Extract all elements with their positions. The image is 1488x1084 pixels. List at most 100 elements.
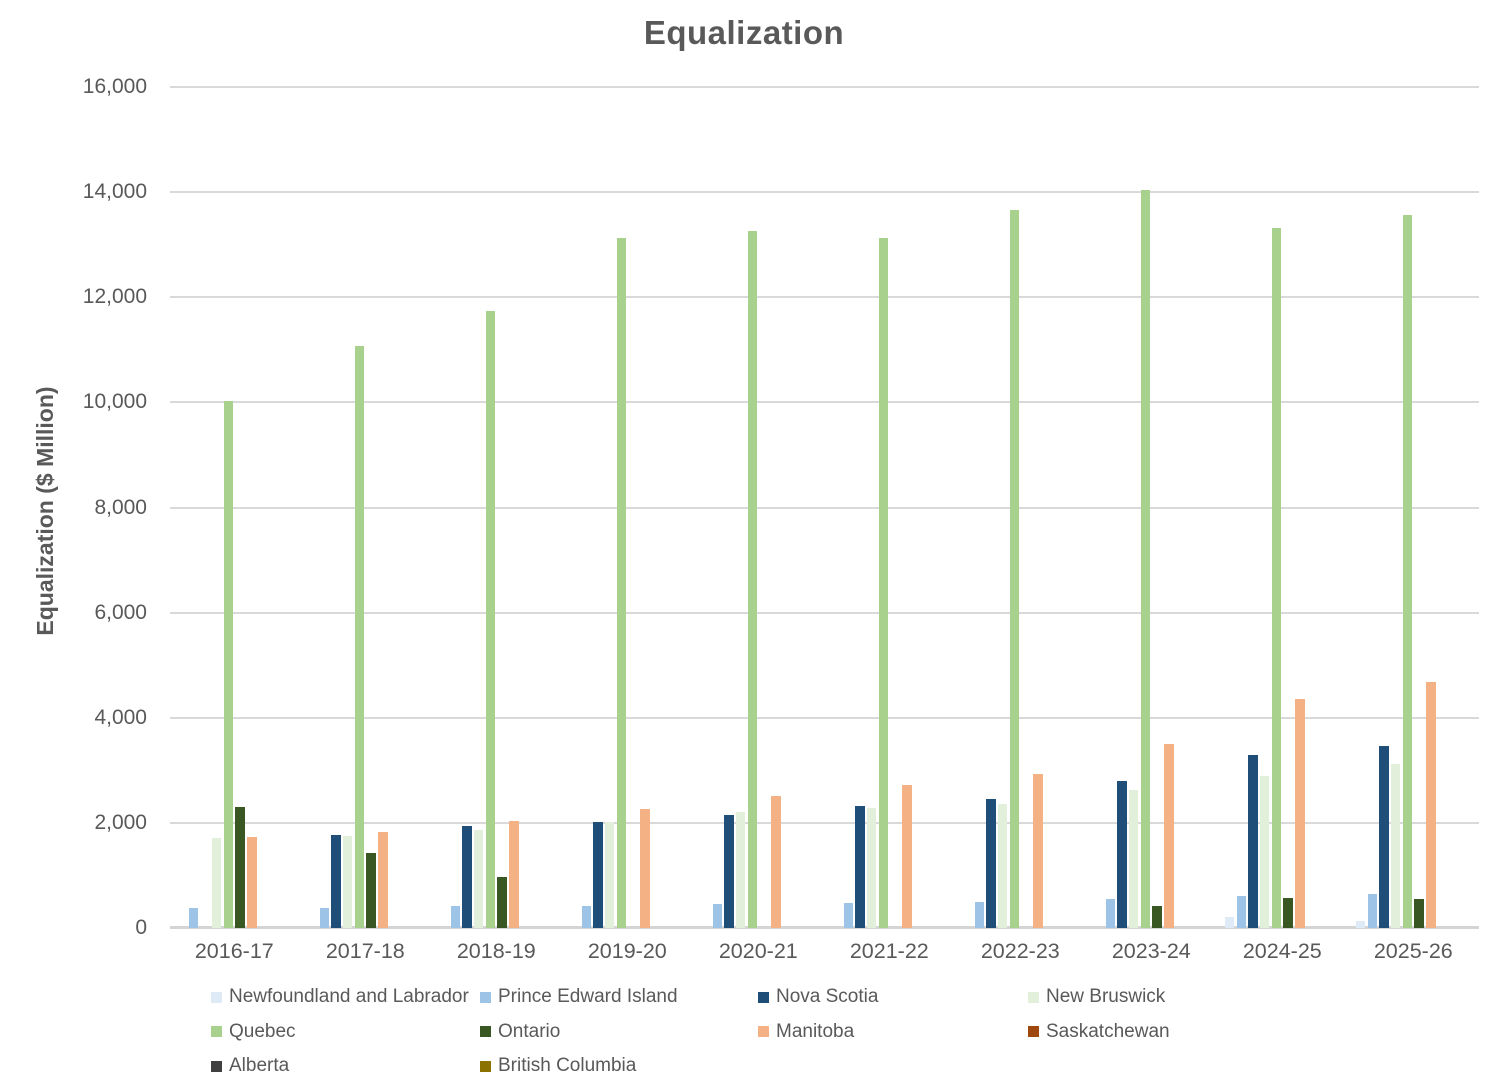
bar-new-bruswick-2020-21 [735,811,746,928]
legend-item-ontario: Ontario [480,1021,758,1043]
bar-nova-scotia-2017-18 [331,834,341,928]
bar-new-bruswick-2025-26 [1390,764,1401,928]
bar-quebec-2022-23 [1009,209,1020,928]
bar-manitoba-2017-18 [378,832,388,928]
x-tick-label-2016-17: 2016-17 [194,939,274,963]
bar-manitoba-2016-17 [247,836,257,928]
plot-area [170,86,1479,929]
bar-group-2024-25 [1224,87,1341,928]
legend-item-nova-scotia: Nova Scotia [758,986,1028,1008]
legend-label: Nova Scotia [776,986,879,1008]
bar-group-2023-24 [1093,87,1210,928]
bar-group-2020-21 [700,87,817,928]
bar-prince-edward-island-2022-23 [974,901,985,928]
legend-item-newfoundland-and-labrador: Newfoundland and Labrador [211,986,480,1008]
legend-swatch-saskatchewan [1028,1026,1039,1038]
legend-swatch-manitoba [758,1026,769,1038]
legend-label: Saskatchewan [1046,1020,1170,1042]
bar-newfoundland-and-labrador-2024-25 [1224,916,1235,928]
bar-quebec-2024-25 [1271,228,1282,928]
bar-quebec-2016-17 [223,400,234,928]
bar-manitoba-2018-19 [509,820,519,928]
gridline [170,821,1479,824]
bar-prince-edward-island-2020-21 [712,904,723,928]
x-tick-label-2017-18: 2017-18 [325,939,405,963]
bar-ontario-2025-26 [1414,899,1424,928]
bar-newfoundland-and-labrador-2025-26 [1355,921,1366,928]
bar-quebec-2021-22 [878,238,889,928]
bar-prince-edward-island-2023-24 [1105,898,1116,928]
bar-new-bruswick-2023-24 [1128,789,1139,928]
bar-manitoba-2021-22 [902,785,912,928]
bar-new-bruswick-2019-20 [604,821,615,928]
legend-swatch-newfoundland-and-labrador [211,991,222,1003]
x-tick-label-2018-19: 2018-19 [456,939,536,963]
bar-nova-scotia-2021-22 [855,806,865,928]
bar-manitoba-2025-26 [1426,682,1436,928]
x-tick-label-2019-20: 2019-20 [587,939,667,963]
bar-quebec-2017-18 [354,345,365,928]
legend-swatch-nova-scotia [758,991,769,1003]
bar-group-2022-23 [962,87,1079,928]
y-tick-label: 4,000 [94,705,147,729]
y-tick-label: 16,000 [82,75,147,98]
legend-label: Quebec [229,1020,296,1042]
gridline [170,191,1479,194]
bar-group-2016-17 [176,87,293,928]
bar-quebec-2019-20 [616,238,627,928]
gridline [170,611,1479,614]
bar-nova-scotia-2018-19 [462,826,472,928]
legend-label: Alberta [229,1055,290,1077]
chart-title: Equalization [643,14,845,51]
bar-manitoba-2020-21 [771,796,781,928]
bar-manitoba-2024-25 [1295,699,1305,928]
x-tick-label-2020-21: 2020-21 [718,939,798,963]
legend-item-quebec: Quebec [211,1021,480,1043]
legend-swatch-prince-edward-island [480,991,491,1003]
legend-label: New Bruswick [1046,986,1166,1008]
bar-manitoba-2022-23 [1033,773,1043,928]
bar-prince-edward-island-2021-22 [843,902,854,928]
legend-swatch-ontario [480,1026,491,1038]
bar-prince-edward-island-2016-17 [188,908,199,928]
x-tick-label-2024-25: 2024-25 [1242,939,1322,963]
legend-item-british-columbia: British Columbia [480,1055,758,1077]
bar-manitoba-2019-20 [640,809,650,928]
legend-item-manitoba: Manitoba [758,1021,1028,1043]
legend-item-saskatchewan: Saskatchewan [1028,1021,1488,1043]
bar-manitoba-2023-24 [1164,743,1174,928]
x-tick-label-2022-23: 2022-23 [980,939,1060,963]
bar-nova-scotia-2022-23 [986,798,996,928]
bar-quebec-2025-26 [1402,214,1413,928]
x-tick-label-2025-26: 2025-26 [1373,939,1453,963]
bar-new-bruswick-2022-23 [997,803,1008,928]
gridline [170,86,1479,88]
bar-ontario-2023-24 [1152,905,1162,928]
bar-quebec-2020-21 [747,231,758,928]
bar-nova-scotia-2024-25 [1248,755,1258,928]
legend-swatch-quebec [211,1026,222,1038]
bar-group-2018-19 [438,87,555,928]
bar-new-bruswick-2016-17 [211,838,222,928]
bar-prince-edward-island-2019-20 [581,905,592,928]
x-tick-label-2023-24: 2023-24 [1111,939,1191,963]
bar-prince-edward-island-2018-19 [450,905,461,928]
legend-item-alberta: Alberta [211,1055,480,1077]
bar-nova-scotia-2020-21 [724,815,734,928]
y-tick-label: 10,000 [82,390,147,414]
legend-swatch-british-columbia [480,1060,491,1072]
bar-group-2025-26 [1355,87,1472,928]
legend-label: Newfoundland and Labrador [229,986,469,1008]
legend: Newfoundland and Labrador Prince Edward I… [170,980,1488,1084]
y-tick-label: 2,000 [94,810,147,834]
bar-new-bruswick-2021-22 [866,808,877,928]
bar-group-2017-18 [307,87,424,928]
x-axis-line [170,926,1479,929]
bar-new-bruswick-2017-18 [342,835,353,928]
legend-label: British Columbia [498,1055,637,1077]
y-tick-label: 6,000 [94,600,147,624]
bar-ontario-2017-18 [366,853,376,928]
y-tick-label: 12,000 [82,285,147,309]
legend-swatch-alberta [211,1060,222,1072]
